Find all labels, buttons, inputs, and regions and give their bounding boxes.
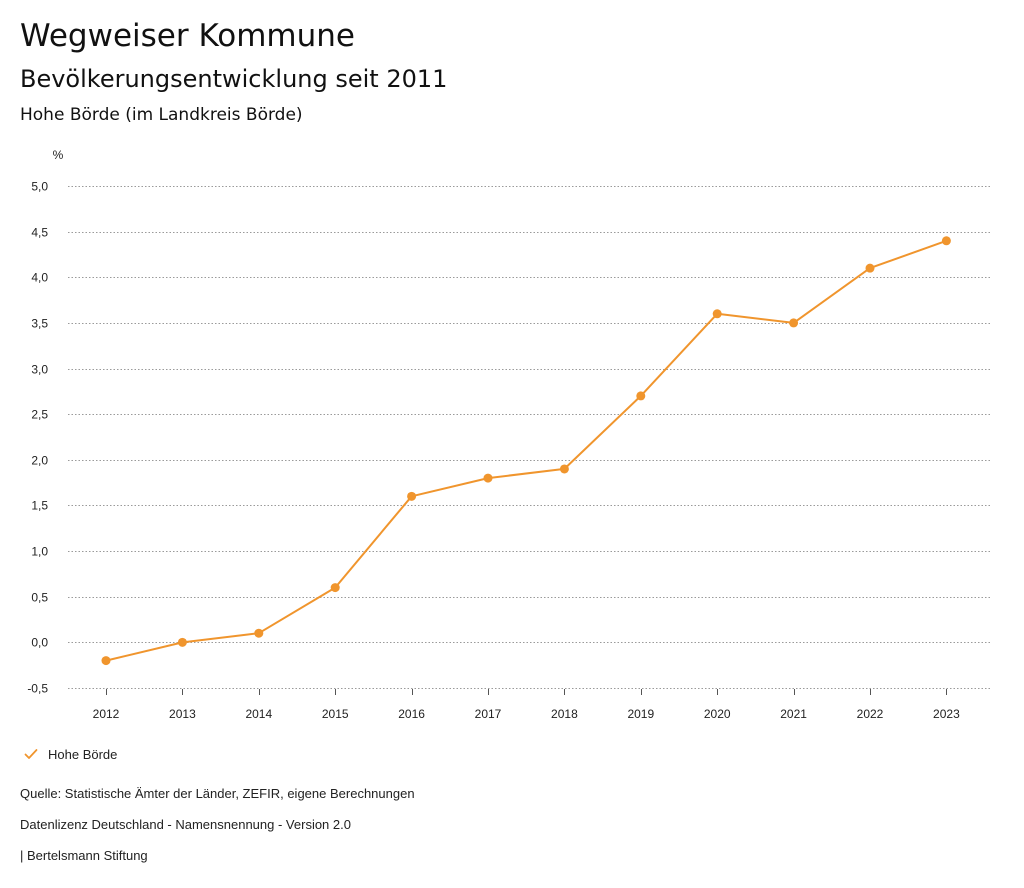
- x-tick-label: 2021: [780, 707, 807, 721]
- y-tick-label: 4,0: [31, 271, 48, 285]
- data-point-2020[interactable]: [712, 309, 722, 319]
- chart-subtitle: Bevölkerungsentwicklung seit 2011: [20, 65, 448, 93]
- series-line: [105, 239, 947, 662]
- x-tick-label: 2016: [398, 707, 425, 721]
- page-title: Wegweiser Kommune: [20, 18, 355, 54]
- y-tick-label: 2,0: [31, 454, 48, 468]
- source-note: Quelle: Statistische Ämter der Länder, Z…: [20, 786, 415, 801]
- legend-item-hohe-boerde[interactable]: Hohe Börde: [24, 744, 117, 764]
- y-tick-label: 3,0: [31, 363, 48, 377]
- y-tick-label: 5,0: [31, 180, 48, 194]
- x-tick-label: 2023: [933, 707, 960, 721]
- data-point-2015[interactable]: [330, 583, 340, 593]
- y-tick-label: 3,5: [31, 317, 48, 331]
- x-tick-label: 2013: [169, 707, 196, 721]
- data-point-2013[interactable]: [177, 637, 187, 647]
- data-point-2012[interactable]: [101, 656, 111, 666]
- x-tick-label: 2014: [245, 707, 272, 721]
- y-axis-unit: %: [53, 148, 64, 162]
- data-point-2023[interactable]: [941, 236, 951, 246]
- data-point-2017[interactable]: [483, 473, 493, 483]
- data-point-2014[interactable]: [254, 628, 264, 638]
- x-tick-label: 2020: [704, 707, 731, 721]
- x-tick-label: 2022: [857, 707, 884, 721]
- data-point-2021[interactable]: [789, 318, 799, 328]
- y-axis: % -0,5 0,0 0,5 1,0 1,5 2,0 2,5 3,0 3,5 4,0 4,5 5,0: [27, 148, 63, 696]
- y-tick-label: 0,5: [31, 591, 48, 605]
- y-tick-label: 2,5: [31, 408, 48, 422]
- license-note: Datenlizenz Deutschland - Namensnennung …: [20, 817, 351, 832]
- x-tick-label: 2018: [551, 707, 578, 721]
- line-chart: % -0,50,00,51,01,52,02,53,03,54,04,55,0 …: [27, 148, 990, 721]
- data-point-2019[interactable]: [636, 391, 646, 401]
- gridlines: [68, 186, 990, 689]
- data-point-2022[interactable]: [865, 263, 875, 273]
- y-tick-label: 4,5: [31, 226, 48, 240]
- y-tick-label: 1,0: [31, 545, 48, 559]
- x-axis: 2012 2013 2014 2015 2016 2017 2018 2019 2020 2021…: [93, 689, 960, 721]
- publisher-note: | Bertelsmann Stiftung: [20, 848, 148, 863]
- y-tick-label: -0,5: [27, 682, 48, 696]
- x-tick-label: 2017: [475, 707, 502, 721]
- region-title: Hohe Börde (im Landkreis Börde): [20, 105, 303, 125]
- x-tick-label: 2015: [322, 707, 349, 721]
- y-tick-label: 0,0: [31, 636, 48, 650]
- data-point-2018[interactable]: [559, 464, 569, 474]
- x-tick-label: 2019: [627, 707, 654, 721]
- data-point-2016[interactable]: [407, 491, 417, 501]
- series-hohe-boerde: [101, 236, 951, 666]
- legend-label: Hohe Börde: [48, 746, 118, 762]
- check-icon: [24, 749, 38, 759]
- y-tick-label: 1,5: [31, 499, 48, 513]
- x-tick-label: 2012: [93, 707, 120, 721]
